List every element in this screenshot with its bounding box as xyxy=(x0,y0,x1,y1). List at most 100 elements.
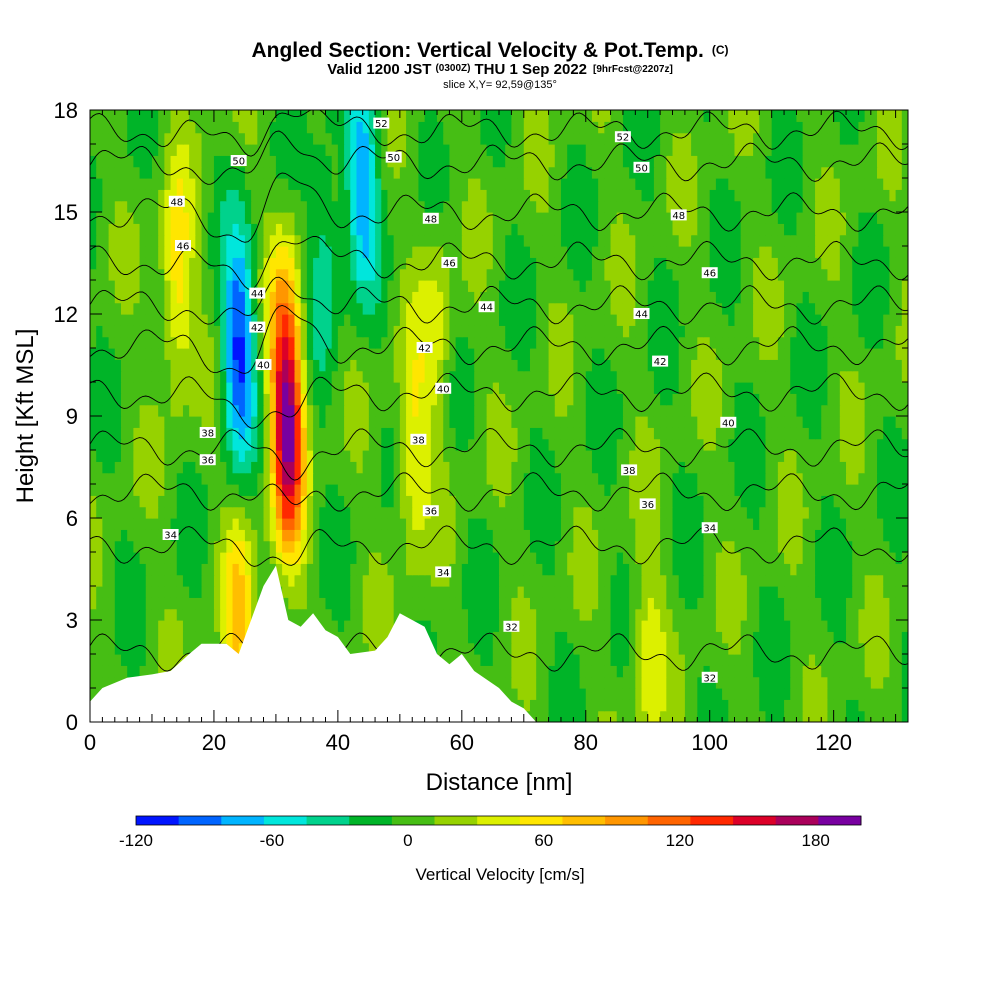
velocity-cell xyxy=(870,631,878,644)
velocity-cell xyxy=(746,586,754,598)
velocity-cell xyxy=(461,450,469,462)
velocity-cell xyxy=(145,484,153,496)
velocity-cell xyxy=(182,348,190,360)
velocity-cell xyxy=(870,620,878,632)
velocity-cell xyxy=(511,393,519,406)
velocity-cell xyxy=(877,620,884,632)
velocity-cell xyxy=(591,325,599,338)
velocity-cell xyxy=(877,404,884,417)
velocity-cell xyxy=(306,370,314,383)
velocity-cell xyxy=(591,688,599,700)
velocity-cell xyxy=(734,382,742,394)
velocity-cell xyxy=(771,472,779,485)
velocity-cell xyxy=(598,710,605,722)
velocity-cell xyxy=(740,608,748,621)
velocity-cell xyxy=(511,336,519,349)
velocity-cell xyxy=(622,586,630,598)
velocity-cell xyxy=(430,563,438,576)
velocity-cell xyxy=(790,359,798,372)
velocity-cell xyxy=(517,382,525,394)
velocity-cell xyxy=(449,336,457,349)
velocity-cell xyxy=(170,382,178,394)
velocity-cell xyxy=(127,314,134,326)
velocity-cell xyxy=(554,688,562,700)
velocity-cell xyxy=(771,359,779,372)
velocity-cell xyxy=(604,552,612,564)
velocity-cell xyxy=(889,654,897,666)
velocity-cell xyxy=(529,325,537,338)
velocity-cell xyxy=(722,325,729,338)
velocity-cell xyxy=(635,291,643,304)
velocity-cell xyxy=(158,404,165,417)
velocity-cell xyxy=(703,563,711,576)
velocity-cell xyxy=(622,325,630,338)
velocity-cell xyxy=(802,676,810,689)
velocity-cell xyxy=(412,314,420,326)
velocity-cell xyxy=(170,597,178,610)
velocity-cell xyxy=(306,450,314,462)
velocity-cell xyxy=(492,438,500,451)
velocity-cell xyxy=(406,529,413,542)
velocity-cell xyxy=(350,540,358,553)
velocity-cell xyxy=(195,472,203,485)
velocity-cell xyxy=(269,540,277,553)
velocity-cell xyxy=(139,620,147,632)
velocity-cell xyxy=(765,631,773,644)
velocity-cell xyxy=(517,540,525,553)
velocity-cell xyxy=(883,495,891,508)
velocity-cell xyxy=(158,416,165,428)
velocity-cell xyxy=(399,529,407,542)
velocity-cell xyxy=(777,642,785,655)
velocity-cell xyxy=(455,302,463,315)
velocity-cell xyxy=(406,370,413,383)
velocity-cell xyxy=(808,393,816,406)
velocity-cell xyxy=(833,506,841,519)
velocity-cell xyxy=(461,529,469,542)
velocity-cell xyxy=(542,597,550,610)
velocity-cell xyxy=(889,620,897,632)
velocity-cell xyxy=(591,529,599,542)
velocity-cell xyxy=(796,382,804,394)
velocity-cell xyxy=(337,620,345,632)
velocity-cell xyxy=(808,359,816,372)
velocity-cell xyxy=(722,597,729,610)
velocity-cell xyxy=(313,597,320,610)
velocity-cell xyxy=(474,563,482,576)
velocity-cell xyxy=(697,359,705,372)
velocity-cell xyxy=(108,540,116,553)
velocity-cell xyxy=(777,608,785,621)
velocity-cell xyxy=(573,484,581,496)
velocity-cell xyxy=(523,620,531,632)
velocity-cell xyxy=(585,472,593,485)
velocity-cell xyxy=(362,586,370,598)
velocity-cell xyxy=(331,450,339,462)
velocity-cell xyxy=(722,518,729,530)
velocity-cell xyxy=(474,631,482,644)
velocity-cell xyxy=(170,586,178,598)
velocity-cell xyxy=(505,393,512,406)
velocity-cell xyxy=(678,563,686,576)
velocity-cell xyxy=(728,552,736,564)
velocity-cell xyxy=(691,314,698,326)
velocity-cell xyxy=(604,620,612,632)
velocity-cell xyxy=(678,325,686,338)
velocity-cell xyxy=(585,427,593,440)
velocity-cell xyxy=(622,438,630,451)
velocity-cell xyxy=(548,597,556,610)
velocity-cell xyxy=(505,427,512,440)
velocity-cell xyxy=(846,552,853,564)
velocity-cell xyxy=(300,495,308,508)
velocity-cell xyxy=(740,710,748,722)
velocity-cell xyxy=(164,563,172,576)
velocity-cell xyxy=(591,427,599,440)
velocity-cell xyxy=(672,416,680,428)
velocity-cell xyxy=(182,620,190,632)
velocity-cell xyxy=(424,416,432,428)
velocity-cell xyxy=(393,506,401,519)
velocity-cell xyxy=(697,348,705,360)
velocity-cell xyxy=(313,427,320,440)
velocity-cell xyxy=(796,495,804,508)
velocity-cell xyxy=(158,472,165,485)
velocity-cell xyxy=(697,552,705,564)
velocity-cell xyxy=(616,291,624,304)
